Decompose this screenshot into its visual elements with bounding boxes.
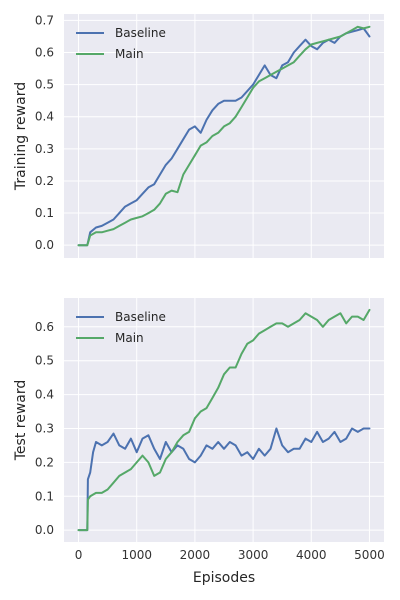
training-reward-series-baseline-line [77, 27, 371, 247]
training-reward-legend-label-main: Main [115, 47, 144, 61]
training-reward-series-main-line [77, 25, 371, 247]
training-reward-y-tick-label: 0.6 [35, 46, 54, 60]
training-reward-y-tick-label: 0.5 [35, 78, 54, 92]
test-reward-y-tick-label: 0.3 [35, 421, 54, 435]
test-reward-series-baseline-line [77, 427, 371, 532]
training-reward-y-axis-label: Training reward [13, 82, 29, 191]
training-reward-y-tick-label: 0.0 [35, 238, 54, 252]
test-reward-legend-label-baseline: Baseline [115, 310, 166, 324]
test-reward-y-tick-label: 0.2 [35, 455, 54, 469]
test-reward-x-tick-label: 4000 [296, 548, 327, 562]
test-reward-y-axis-label: Test reward [13, 380, 29, 462]
training-reward-legend-label-baseline: Baseline [115, 26, 166, 40]
training-reward-plot-area [64, 14, 384, 258]
training-reward-y-tick-label: 0.3 [35, 142, 54, 156]
test-reward-panel: 0.0 0.1 0.2 0.3 0.4 0.5 0.6 0 1000 2000 3000 4000 50… [13, 298, 385, 586]
test-reward-x-tick-label: 2000 [180, 548, 211, 562]
training-reward-panel: 0.0 0.1 0.2 0.3 0.4 0.5 0.6 0.7 Training reward B… [13, 13, 384, 258]
test-reward-y-tick-label: 0.6 [35, 320, 54, 334]
test-reward-x-tick-label: 1000 [121, 548, 152, 562]
test-reward-plot-area [64, 298, 384, 542]
test-reward-x-tick-label: 0 [75, 548, 83, 562]
test-reward-x-tick-label: 5000 [354, 548, 385, 562]
test-reward-y-tick-label: 0.1 [35, 489, 54, 503]
test-reward-y-tick-label: 0.0 [35, 523, 54, 537]
test-reward-x-tick-label: 3000 [238, 548, 269, 562]
test-reward-y-tick-label: 0.4 [35, 388, 54, 402]
test-reward-x-axis-label: Episodes [193, 570, 255, 586]
training-reward-y-tick-label: 0.2 [35, 174, 54, 188]
training-reward-y-tick-label: 0.4 [35, 110, 54, 124]
test-reward-y-tick-label: 0.5 [35, 354, 54, 368]
training-reward-y-tick-label: 0.7 [35, 13, 54, 27]
test-reward-series-main-line [77, 308, 371, 532]
training-reward-y-tick-label: 0.1 [35, 206, 54, 220]
test-reward-legend-label-main: Main [115, 331, 144, 345]
